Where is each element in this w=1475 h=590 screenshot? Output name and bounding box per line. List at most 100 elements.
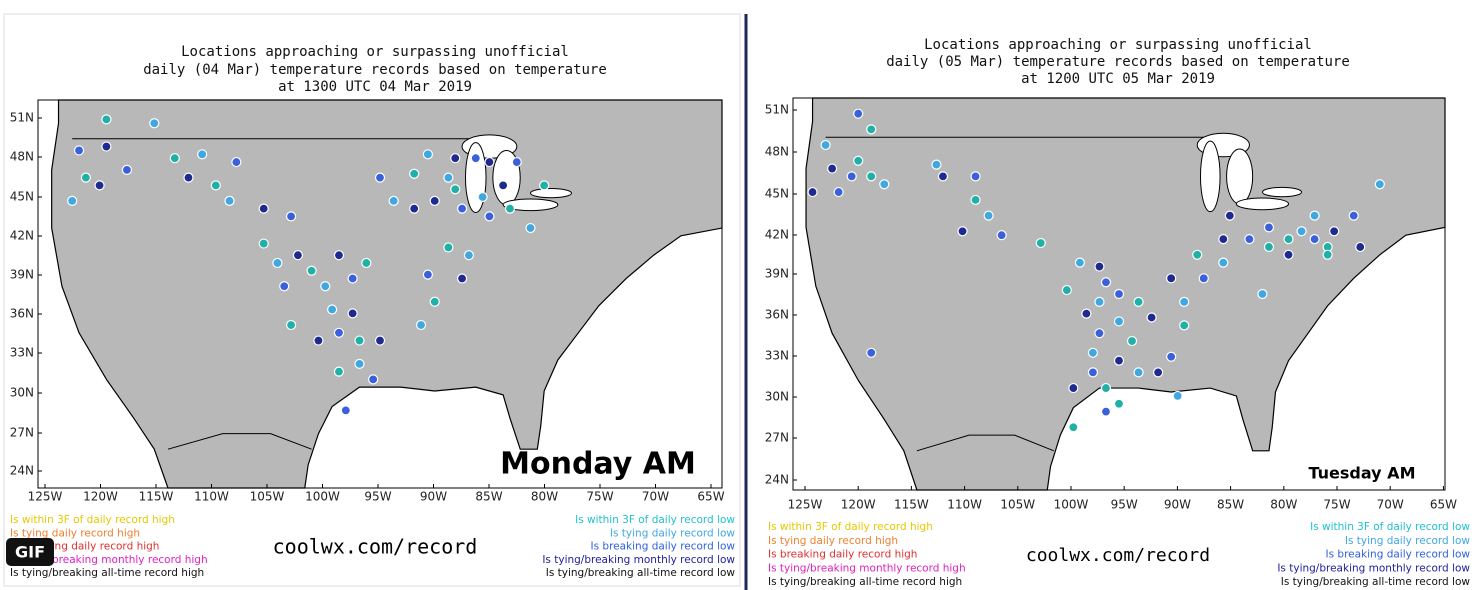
station-dot [1263,222,1275,233]
station-dot [846,171,857,182]
lon-label: 95W [1111,498,1138,512]
station-dot [1244,234,1255,245]
lat-label: 45N [10,190,34,204]
station-dot [333,327,345,338]
station-dot [320,281,331,292]
station-dot [292,250,304,261]
legend-low: Is within 3F of daily record low [1310,521,1470,533]
title: Locations approaching or surpassing unof… [181,44,569,60]
station-dot [450,184,461,195]
title: daily (04 Mar) temperature records based… [143,62,607,78]
lon-label: 80W [531,490,558,504]
lat-label: 36N [10,307,34,321]
lat-label: 51N [765,103,789,117]
station-dot [477,191,488,203]
lat-label: 24N [765,473,789,487]
station-dot [340,405,351,416]
legend-high: Is tying/breaking all-time record high [768,576,962,588]
station-dot [1329,226,1340,237]
station-dot [1322,249,1333,260]
station-dot [1068,382,1079,394]
border [916,434,1054,452]
lat-label: 27N [765,431,789,445]
legend-low: Is within 3F of daily record low [575,514,735,526]
legend-high: Is tying daily record high [768,535,898,547]
lon-label: 110W [194,490,229,504]
station-dot [1094,261,1105,272]
legend-low: Is tying/breaking monthly record low [542,554,735,566]
station-dot [504,203,516,214]
station-dot [149,118,160,129]
lon-label: 65W [697,490,724,504]
gif-badge [6,538,54,566]
station-dot [1126,335,1138,347]
station-dot [1192,249,1203,260]
legend-low: Is tying/breaking monthly record low [1277,562,1470,574]
legend-high: Is tying/breaking monthly record high [10,554,208,566]
station-dot [1218,234,1229,245]
lat-label: 30N [765,390,789,404]
station-dot [1355,241,1366,253]
lon-label: 100W [1054,498,1089,512]
station-dot [1309,234,1320,245]
station-dot [450,153,461,164]
station-dot [879,179,890,190]
lon-label: 105W [1000,498,1035,512]
legend-high: Is tying/breaking all-time record high [10,567,204,579]
station-dot [1074,257,1085,268]
lake [529,187,573,199]
lat-label: 27N [10,426,34,440]
station-dot [1081,308,1092,319]
lon-label: 65W [1430,498,1457,512]
legend-high: Is within 3F of daily record high [10,514,175,526]
title: daily (05 Mar) temperature records based… [886,54,1350,70]
station-dot [983,210,994,221]
legend-high: Is breaking daily record high [768,549,917,561]
station-dot [1133,296,1144,307]
station-dot [1283,234,1294,245]
station-dot [374,172,386,183]
station-dot [224,195,235,206]
station-dot [258,238,269,249]
station-dot [866,347,877,358]
lat-label: 39N [10,268,34,282]
legend-low: Is breaking daily record low [591,541,736,553]
station-dot [1035,237,1046,249]
station-dot [1087,347,1099,358]
station-dot [1257,288,1268,300]
station-dot [1087,367,1099,378]
station-dot [1113,355,1125,366]
station-dot [1309,210,1320,221]
station-dot [169,153,180,164]
station-dot [313,335,324,346]
lon-label: 125W [788,498,823,512]
station-dot [1166,351,1177,362]
station-dot [931,159,942,170]
station-dot [183,172,194,183]
station-dot [361,257,372,269]
station-dot [333,366,345,377]
lon-label: 115W [139,490,174,504]
station-dot [279,281,290,292]
station-dot [1068,422,1079,433]
station-dot [866,124,877,135]
lat-label: 24N [10,464,34,478]
station-dot [827,163,838,174]
lake [1261,186,1303,198]
station-dot [354,335,365,346]
lon-label: 125W [28,490,63,504]
station-dot [1094,328,1105,339]
station-dot [121,164,133,175]
lon-label: 120W [83,490,118,504]
lat-label: 36N [765,308,789,322]
station-dot [1166,273,1177,284]
station-dot [101,141,112,152]
station-dot [354,358,365,369]
station-dot [970,171,981,182]
station-dot [327,304,338,315]
legend-high: Is tying/breaking monthly record high [768,562,966,574]
lon-label: 95W [364,490,391,504]
lat-label: 39N [765,267,789,281]
station-dot [1153,367,1164,378]
station-dot [456,203,468,214]
